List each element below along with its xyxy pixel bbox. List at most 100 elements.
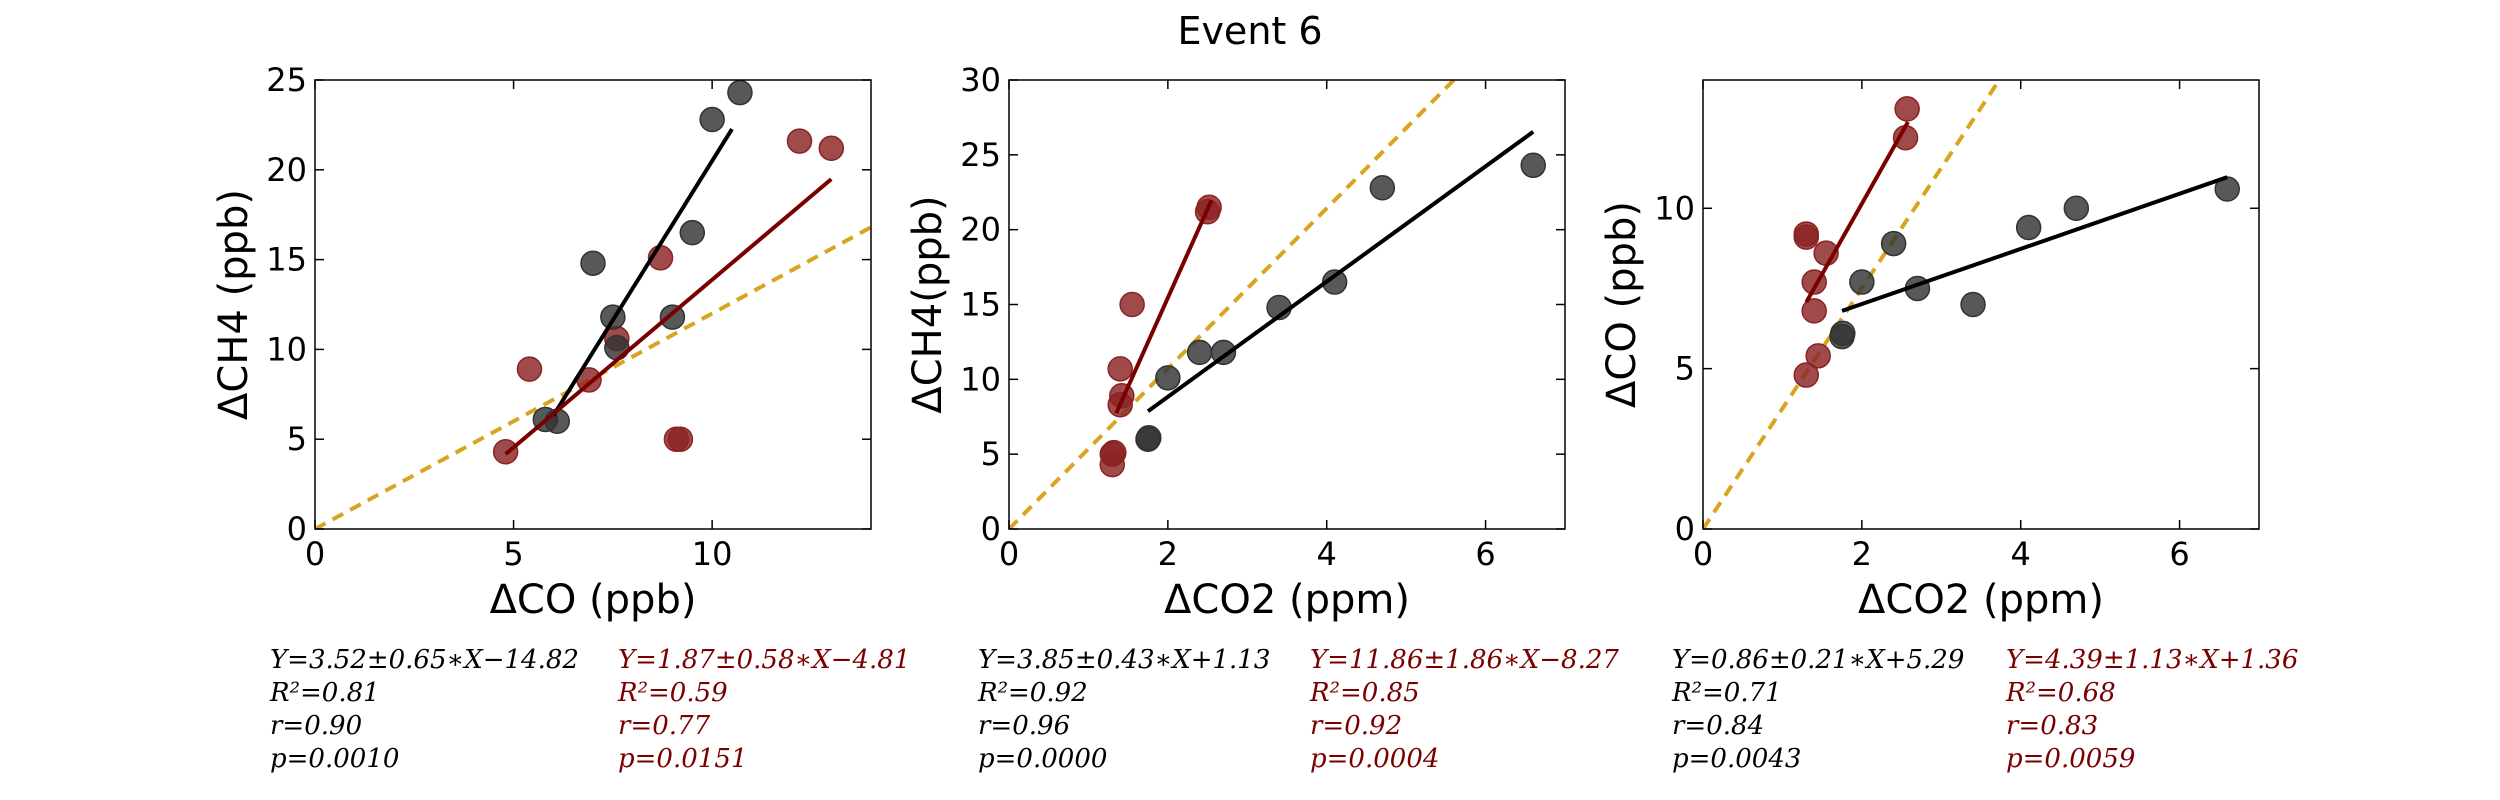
y-axis-label: ΔCH4 (ppb) [211,189,257,420]
black-stats-line: Y=3.85±0.43∗X+1.13 [978,645,1270,675]
panel-1: 0 5 10 0 5 10 15 20 25 ΔCO (ppb) ΔCH4 (ppb) Y=3.52±… [211,61,910,774]
x-tick-label: 0 [999,535,1019,573]
y-axis-label: ΔCO (ppb) [1599,201,1645,408]
black-fit-line [1841,175,2228,313]
red-stats-line: Y=11.86±1.86∗X−8.27 [1310,645,1619,675]
x-tick-label: 4 [1317,535,1337,573]
black-stats-line: r=0.90 [270,711,362,741]
y-tick-label: 30 [960,61,1001,99]
x-axis-label: ΔCO (ppb) [490,577,697,623]
x-tick-label: 0 [1693,535,1713,573]
plot-frame [1702,79,2260,530]
y-tick-label: 10 [960,360,1001,398]
black-data-point [604,334,630,361]
black-data-point [679,219,706,246]
black-data-point [2214,176,2240,202]
red-data-point [818,135,845,161]
plot-marks [1009,80,1546,529]
black-data-point [1369,175,1396,201]
red-stats-line: r=0.77 [618,711,711,741]
x-tick-label: 10 [692,535,733,573]
y-tick-label: 5 [287,420,307,458]
y-tick-label: 5 [981,435,1001,473]
black-data-point [699,106,725,133]
x-tick-label: 6 [2169,535,2189,573]
red-data-point [667,426,694,452]
x-tick-label: 5 [503,535,523,573]
black-data-point [727,80,753,106]
black-stats-line: p=0.0000 [978,744,1107,774]
red-fit-line [504,177,833,456]
y-tick-label: 15 [266,241,307,279]
black-data-point [1880,230,1907,257]
x-axis-label: ΔCO2 (ppm) [1858,577,2104,623]
black-data-point [1155,365,1181,391]
red-data-point [1801,298,1827,324]
red-data-point [786,128,813,154]
black-data-point [1960,291,1986,318]
black-stats-line: R²=0.92 [977,678,1088,708]
red-fit-line [1114,199,1214,414]
red-data-point [1101,439,1127,466]
red-stats-line: Y=1.87±0.58∗X−4.81 [618,645,910,675]
reference-line [1703,80,2001,529]
black-data-point [659,304,686,330]
plot-frame [314,79,872,530]
y-tick-label: 10 [1654,189,1695,227]
x-tick-label: 2 [1852,535,1872,573]
red-data-point [1805,343,1831,369]
y-tick-label: 10 [266,330,307,368]
y-tick-label: 20 [960,211,1001,249]
figure-title: Event 6 [1177,9,1322,53]
plot-marks [1703,80,2240,529]
black-data-point [1830,320,1856,347]
red-stats-line: r=0.83 [2006,711,2098,741]
black-stats-line: r=0.84 [1672,711,1764,741]
black-stats-line: Y=0.86±0.21∗X+5.29 [1672,645,1964,675]
red-stats-line: p=0.0059 [2006,744,2135,774]
red-fit-line [1804,121,1910,304]
y-axis-label: ΔCH4(ppb) [905,195,951,413]
x-tick-label: 4 [2011,535,2031,573]
red-stats-line: Y=4.39±1.13∗X+1.36 [2006,645,2298,675]
red-data-point [516,356,543,382]
y-tick-label: 0 [981,510,1001,548]
black-data-point [1186,339,1213,366]
black-data-point [1321,269,1348,295]
plot-marks [315,80,871,529]
black-data-point [1136,424,1162,451]
black-data-point [580,250,606,276]
y-tick-label: 0 [287,510,307,548]
y-tick-label: 5 [1675,350,1695,388]
x-tick-label: 0 [305,535,325,573]
red-stats-line: R²=0.68 [2005,678,2116,708]
y-tick-label: 15 [960,286,1001,324]
reference-line [1009,80,1456,529]
black-fit-line [1146,130,1535,413]
y-tick-label: 25 [960,136,1001,174]
red-stats-line: R²=0.85 [1309,678,1420,708]
black-stats-line: p=0.0010 [270,744,399,774]
panel-3: 0 2 4 6 0 5 10 ΔCO2 (ppm) ΔCO (ppb) Y=0.86±0.21∗X… [1599,79,2298,774]
black-stats-line: R²=0.71 [1671,678,1782,708]
red-data-point [1793,221,1820,247]
reference-line [315,225,871,529]
plot-area [315,80,871,529]
red-stats-line: R²=0.59 [617,678,728,708]
panel-2: 0 2 4 6 0 5 10 15 20 25 30 ΔCO2 (ppm) ΔCH4(ppb) Y=3.8… [905,61,1619,774]
black-data-point [2063,195,2090,222]
red-stats-line: r=0.92 [1310,711,1402,741]
black-fit-line [551,127,734,417]
black-stats-line: R²=0.81 [269,678,380,708]
black-data-point [1520,152,1546,179]
y-tick-label: 25 [266,61,307,99]
black-stats-line: r=0.96 [978,711,1070,741]
red-stats-line: p=0.0004 [1310,744,1439,774]
y-tick-label: 20 [266,151,307,189]
black-stats-line: p=0.0043 [1672,744,1801,774]
red-data-point [1894,96,1920,122]
red-data-point [1119,291,1145,318]
y-tick-label: 0 [1675,510,1695,548]
